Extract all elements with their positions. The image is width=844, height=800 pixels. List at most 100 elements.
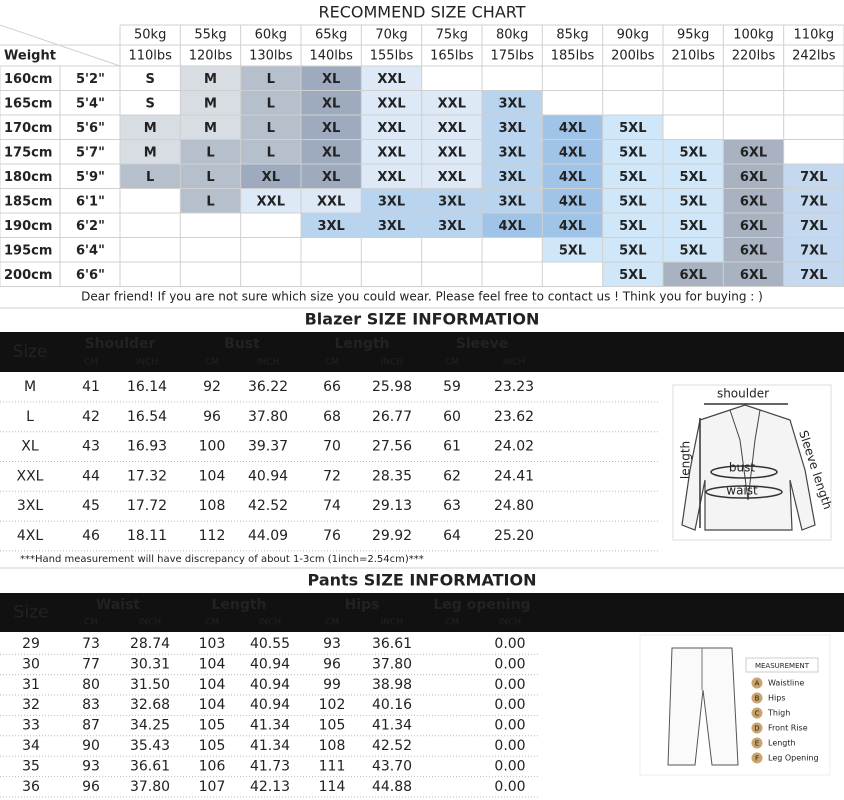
table-cell: 104: [199, 677, 226, 693]
table-cell: 16.54: [127, 409, 167, 425]
height-cm: 200cm: [4, 268, 52, 283]
size-cell: [421, 115, 482, 140]
legend-letter: B: [755, 695, 760, 703]
size-label: XL: [322, 72, 340, 87]
unit-header: INCH: [139, 618, 161, 628]
unit-header: INCH: [136, 358, 158, 368]
group-header: Bust: [224, 336, 260, 352]
section-title: Pants SIZE INFORMATION: [308, 571, 537, 590]
size-cell: [421, 213, 482, 238]
table-cell: 0.00: [494, 697, 525, 713]
size-label: 5XL: [619, 219, 646, 234]
table-cell: 96: [203, 409, 221, 425]
size-label: 4XL: [498, 219, 525, 234]
size-label: 6XL: [740, 219, 767, 234]
legend-letter: C: [755, 710, 760, 718]
table-cell: 24.41: [494, 468, 534, 484]
table-cell: 106: [199, 758, 226, 774]
size-cell: [783, 188, 844, 213]
height-ft: 5'4": [76, 96, 105, 111]
size-label: L: [206, 145, 214, 160]
table-cell: 17.72: [127, 498, 167, 514]
table-cell: 33: [22, 718, 40, 734]
height-cm: 160cm: [4, 72, 52, 87]
weight-kg: 65kg: [315, 28, 347, 43]
size-cell: [723, 139, 784, 164]
size-cell: [361, 139, 422, 164]
unit-header: CM: [445, 618, 459, 628]
size-cell: [542, 213, 603, 238]
table-cell: 72: [323, 468, 341, 484]
size-label: XXL: [257, 194, 285, 209]
table-cell: 25.98: [372, 379, 412, 395]
size-cell: [602, 188, 663, 213]
size-cell: [602, 237, 663, 262]
size-cell: [783, 213, 844, 238]
size-label: 4XL: [559, 145, 586, 160]
size-cell: [421, 188, 482, 213]
legend-dot: [751, 737, 763, 749]
group-header: Shoulder: [85, 336, 156, 352]
size-label: XXL: [438, 96, 466, 111]
size-cell: [421, 90, 482, 115]
table-cell: 66: [323, 379, 341, 395]
size-label: 7XL: [800, 194, 827, 209]
size-label: 3XL: [378, 194, 405, 209]
height-ft: 6'1": [76, 194, 105, 209]
weight-kg: 60kg: [255, 28, 287, 43]
size-label: L: [206, 194, 214, 209]
size-cell: [180, 115, 241, 140]
table-cell: 64: [443, 528, 461, 544]
size-cell: [602, 213, 663, 238]
size-label: 4XL: [559, 194, 586, 209]
table-cell: 112: [199, 528, 226, 544]
weight-lbs: 185lbs: [551, 49, 595, 64]
legend-dot: [751, 677, 763, 689]
group-header: Length: [211, 597, 266, 613]
table-cell: 41.73: [250, 758, 290, 774]
height-ft: 6'2": [76, 219, 105, 234]
size-cell: [361, 213, 422, 238]
table-cell: 17.32: [127, 468, 167, 484]
size-cell: [240, 139, 301, 164]
size-cell: [723, 262, 784, 287]
size-cell: [482, 115, 543, 140]
table-cell: 30.31: [130, 656, 170, 672]
table-cell: 39.37: [248, 439, 288, 455]
table-cell: 16.14: [127, 379, 167, 395]
table-header: [0, 332, 844, 372]
weight-kg: 55kg: [194, 28, 226, 43]
unit-header: CM: [205, 618, 219, 628]
size-label: 6XL: [740, 145, 767, 160]
size-cell: [240, 115, 301, 140]
table-cell: 105: [199, 738, 226, 754]
size-cell: [602, 164, 663, 189]
table-cell: 18.11: [127, 528, 167, 544]
size-label: 5XL: [619, 145, 646, 160]
size-cell: [602, 262, 663, 287]
size-cell: [361, 188, 422, 213]
size-label: 7XL: [800, 268, 827, 283]
size-label: XXL: [377, 72, 405, 87]
table-cell: 111: [319, 758, 346, 774]
table-cell: 45: [82, 498, 100, 514]
size-cell: [542, 237, 603, 262]
table-cell: 104: [199, 656, 226, 672]
size-label: 5XL: [559, 243, 586, 258]
size-label: 3XL: [498, 145, 525, 160]
unit-header: CM: [84, 358, 98, 368]
weight-lbs: 175lbs: [490, 49, 534, 64]
table-cell: 37.80: [130, 779, 170, 795]
weight-lbs: 120lbs: [189, 49, 233, 64]
size-label: 7XL: [800, 170, 827, 185]
size-cell: [421, 164, 482, 189]
weight-lbs: 140lbs: [309, 49, 353, 64]
size-label: M: [204, 96, 217, 111]
size-cell: [663, 213, 724, 238]
table-cell: 24.02: [494, 439, 534, 455]
unit-header: CM: [205, 358, 219, 368]
table-cell: 41: [82, 379, 100, 395]
table-cell: 35: [22, 758, 40, 774]
table-cell: 102: [319, 697, 346, 713]
table-cell: 60: [443, 409, 461, 425]
